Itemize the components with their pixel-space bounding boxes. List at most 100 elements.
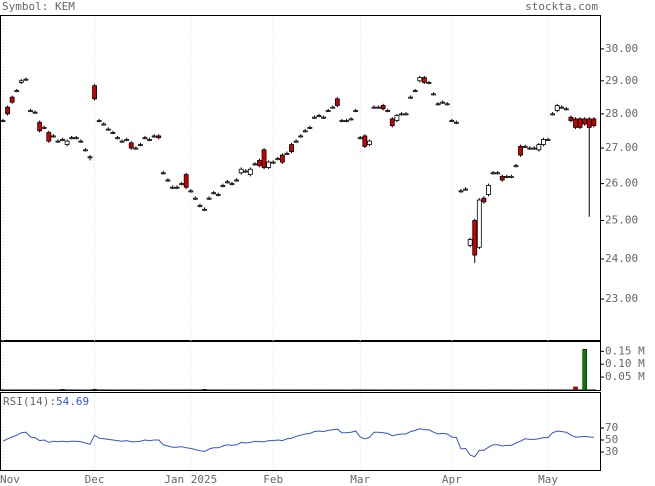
candle-body	[426, 82, 432, 84]
rsi-value: 54.69	[56, 395, 89, 408]
candle-body	[568, 116, 574, 121]
candle-body	[399, 113, 404, 116]
candle-body	[87, 156, 93, 159]
candle-body	[41, 126, 47, 129]
volume-panel	[0, 341, 601, 391]
candle-body	[275, 158, 281, 160]
candle-body	[362, 135, 368, 147]
candle-body	[105, 128, 111, 131]
candle-body	[32, 111, 38, 114]
volume-bar	[582, 349, 587, 391]
symbol-title: Symbol: KEM	[2, 0, 75, 13]
y-tick-label: 25.00	[605, 214, 638, 227]
candle-body	[18, 80, 24, 83]
candle-body	[9, 96, 15, 103]
candle-body	[128, 142, 134, 149]
candle-body	[444, 103, 450, 106]
source: stockta.com	[525, 0, 598, 13]
candle-body	[348, 118, 354, 121]
candle-body	[202, 208, 207, 211]
candle-body	[0, 120, 6, 122]
rsi-line	[2, 428, 594, 458]
candle-body	[170, 186, 175, 189]
candle-body	[586, 118, 592, 128]
candle-body	[380, 105, 386, 110]
y-tick-label: 26.00	[605, 177, 638, 190]
candle-body	[577, 118, 583, 128]
candle-body	[472, 220, 478, 256]
candle-body	[289, 144, 294, 152]
candle-body	[142, 137, 148, 140]
candle-body	[563, 108, 569, 111]
candle-body	[279, 154, 285, 163]
candle-body	[110, 132, 116, 134]
candle-body	[284, 152, 290, 155]
candle-body	[357, 137, 363, 140]
candle-body	[261, 149, 267, 168]
y-tick-label: 0.10 M	[605, 357, 645, 370]
candle-body	[463, 188, 468, 191]
candle-body	[376, 106, 381, 109]
candle-body	[60, 139, 65, 141]
candle-body	[499, 175, 505, 181]
candle-body	[312, 116, 317, 119]
candle-body	[238, 168, 244, 174]
x-tick-label: Nov	[0, 473, 20, 486]
candle-body	[490, 172, 496, 175]
candle-body	[151, 135, 157, 138]
candle-body	[458, 190, 464, 193]
candle-body	[394, 115, 400, 121]
y-tick-label: 29.00	[605, 74, 638, 87]
candle-body	[431, 93, 436, 96]
candle-body	[55, 140, 61, 143]
candle-body	[247, 168, 253, 175]
candle-body	[541, 139, 546, 145]
candle-body	[344, 120, 349, 122]
y-tick-label: 50	[605, 433, 618, 446]
candle-body	[37, 121, 43, 132]
candle-body	[486, 185, 491, 195]
candle-body	[23, 78, 29, 81]
candle-body	[50, 135, 56, 138]
candle-body	[192, 197, 198, 200]
candle-body	[270, 161, 276, 164]
candle-body	[417, 77, 423, 82]
candle-body	[243, 170, 249, 173]
candle-body	[550, 113, 555, 116]
price-panel	[0, 15, 601, 341]
candle-body	[559, 106, 565, 109]
candle-body	[385, 110, 391, 112]
candle-body	[101, 123, 107, 126]
candle-body	[545, 139, 551, 141]
volume-bar	[202, 388, 207, 391]
candle-body	[591, 118, 597, 127]
candle-body	[64, 140, 70, 145]
x-tick-label: May	[538, 473, 558, 486]
candle-body	[174, 186, 180, 189]
x-tick-label: Feb	[263, 473, 283, 486]
candle-body	[14, 90, 20, 92]
candle-body	[476, 199, 482, 248]
y-tick-label: 23.00	[605, 292, 638, 305]
candle-body	[435, 103, 441, 106]
y-tick-label: 27.00	[605, 141, 638, 154]
candle-body	[83, 149, 88, 152]
candle-body	[440, 101, 446, 104]
candle-body	[188, 190, 194, 193]
candle-body	[307, 126, 313, 129]
candle-body	[449, 120, 455, 122]
candle-body	[467, 239, 473, 246]
y-tick-label: 0.05 M	[605, 370, 645, 383]
rsi-label: RSI(14):	[3, 395, 56, 408]
candle-body	[481, 197, 487, 203]
candle-body	[536, 144, 542, 151]
candle-body	[504, 175, 510, 178]
candle-body	[371, 106, 377, 109]
candle-body	[160, 172, 166, 175]
candle-body	[573, 118, 578, 128]
candle-body	[293, 140, 299, 143]
candle-body	[229, 183, 235, 186]
candle-body	[234, 179, 239, 182]
candle-body	[321, 116, 327, 119]
candle-body	[334, 98, 340, 106]
